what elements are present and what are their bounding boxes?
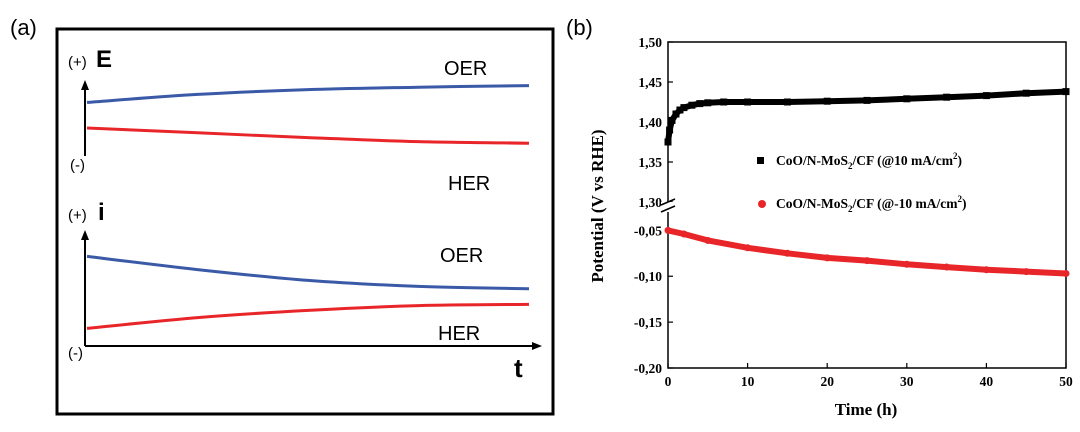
panel-b-label: (b) xyxy=(566,15,593,40)
e-her-curve xyxy=(86,126,530,145)
axis-break-mark-upper xyxy=(660,198,676,206)
i-minus-label: (-) xyxy=(68,345,83,362)
i-oer-label: OER xyxy=(440,245,483,267)
panel-a-label: (a) xyxy=(10,15,37,40)
e-oer-label: OER xyxy=(444,58,487,80)
i-axis-symbol: i xyxy=(98,199,105,226)
i-her-label: HER xyxy=(438,323,480,345)
y-tick-label: 1,50 xyxy=(638,35,662,50)
e-axis-symbol: E xyxy=(96,46,112,73)
legend-oer-part-3: ) xyxy=(958,153,963,168)
legend-oer-sup: 2 xyxy=(953,151,958,161)
chart-b: 0 10 20 30 40 50 1,30 1,35 1,40 1,45 1,50 -0,20 -0,1… xyxy=(588,35,1073,419)
x-tick-label: 0 xyxy=(665,374,672,389)
y-tick-label: -0,05 xyxy=(634,223,662,238)
x-tick-label: 50 xyxy=(1059,374,1073,389)
x-tick-label: 40 xyxy=(980,374,994,389)
e-oer-curve xyxy=(86,84,530,104)
i-plus-label: (+) xyxy=(68,207,87,224)
i-axis-arrow xyxy=(81,230,89,240)
panel-a-frame xyxy=(55,27,555,416)
schematic-top: (+) E (-) OER HER xyxy=(68,46,530,195)
e-plus-label: (+) xyxy=(68,54,87,71)
legend-entry-oer: CoO/N-MoS2/CF (@10 mA/cm2) xyxy=(776,151,962,171)
legend-marker-oer xyxy=(757,157,764,164)
legend-oer-sub: 2 xyxy=(848,161,853,171)
series-line-her xyxy=(665,227,1069,277)
y-tick-label: 1,30 xyxy=(638,195,662,210)
legend-marker-her xyxy=(758,200,766,208)
legend-her-part-1: CoO/N-MoS xyxy=(776,196,848,211)
y-tick-label: 1,40 xyxy=(638,115,662,130)
y-tick-label: 1,45 xyxy=(638,75,662,90)
legend-oer-part-1: CoO/N-MoS xyxy=(776,153,848,168)
e-minus-label: (-) xyxy=(70,157,85,174)
data-points xyxy=(664,88,1070,277)
axis-break-mark-lower xyxy=(660,205,676,213)
y-tick-label: -0,15 xyxy=(634,315,662,330)
y-tick-label: -0,10 xyxy=(634,269,662,284)
x-axis-title: Time (h) xyxy=(835,400,898,419)
t-axis-symbol: t xyxy=(514,353,523,383)
legend-her-sub: 2 xyxy=(848,204,853,214)
legend-her-part-2: /CF (@-10 mA/cm xyxy=(852,196,959,211)
legend-her-sup: 2 xyxy=(958,194,963,204)
t-axis-arrow xyxy=(532,342,542,350)
e-axis-arrow xyxy=(81,80,89,90)
legend: CoO/N-MoS2/CF (@10 mA/cm2) CoO/N-MoS2/CF… xyxy=(757,151,967,214)
schematic-bottom: (+) i (-) OER HER t xyxy=(68,199,542,383)
series-line-oer xyxy=(665,88,1069,145)
i-oer-curve xyxy=(86,254,530,291)
y-tick-label: -0,20 xyxy=(634,361,662,376)
legend-her-part-3: ) xyxy=(962,196,967,211)
legend-oer-part-2: /CF (@10 mA/cm xyxy=(852,153,954,168)
y-tick-label: 1,35 xyxy=(638,155,662,170)
x-tick-label: 10 xyxy=(741,374,755,389)
legend-entry-her: CoO/N-MoS2/CF (@-10 mA/cm2) xyxy=(776,194,967,214)
e-her-label: HER xyxy=(448,173,490,195)
y-axis-title: Potential (V vs RHE) xyxy=(588,129,607,282)
x-tick-label: 30 xyxy=(900,374,914,389)
i-her-curve xyxy=(86,302,530,330)
tick-group: 0 10 20 30 40 50 1,30 1,35 1,40 1,45 1,50 -0,20 -0,1… xyxy=(634,35,1073,389)
x-tick-label: 20 xyxy=(820,374,834,389)
axis-break-gap xyxy=(661,202,675,212)
